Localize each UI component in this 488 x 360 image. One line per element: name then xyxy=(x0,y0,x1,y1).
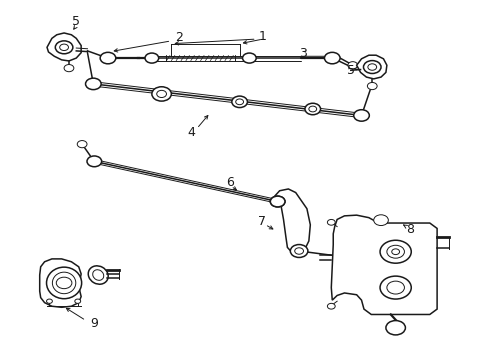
Ellipse shape xyxy=(46,267,81,299)
Circle shape xyxy=(327,220,334,225)
Circle shape xyxy=(366,82,376,90)
Circle shape xyxy=(270,196,285,207)
Circle shape xyxy=(379,240,410,263)
Circle shape xyxy=(385,320,405,335)
Polygon shape xyxy=(356,55,386,79)
Polygon shape xyxy=(47,33,81,61)
Polygon shape xyxy=(272,189,310,253)
Text: 2: 2 xyxy=(174,31,182,44)
Circle shape xyxy=(373,215,387,226)
Circle shape xyxy=(100,52,116,64)
Text: 1: 1 xyxy=(259,30,266,43)
Circle shape xyxy=(327,303,334,309)
Circle shape xyxy=(235,99,243,105)
Circle shape xyxy=(77,140,87,148)
Circle shape xyxy=(75,299,81,303)
Text: 4: 4 xyxy=(186,126,194,139)
Circle shape xyxy=(46,299,52,303)
Circle shape xyxy=(85,78,101,90)
Circle shape xyxy=(60,44,68,50)
Circle shape xyxy=(294,248,303,254)
Circle shape xyxy=(367,64,376,70)
Circle shape xyxy=(305,103,320,115)
Circle shape xyxy=(242,53,256,63)
Text: 7: 7 xyxy=(257,215,265,228)
Circle shape xyxy=(64,64,74,72)
Circle shape xyxy=(363,60,380,73)
Circle shape xyxy=(152,87,171,101)
Circle shape xyxy=(379,276,410,299)
Circle shape xyxy=(386,245,404,258)
Ellipse shape xyxy=(93,270,103,280)
Circle shape xyxy=(290,244,307,257)
Circle shape xyxy=(55,41,73,54)
Circle shape xyxy=(145,53,158,63)
Ellipse shape xyxy=(88,266,108,284)
Circle shape xyxy=(231,96,247,108)
Circle shape xyxy=(353,110,368,121)
Text: 5: 5 xyxy=(346,64,354,77)
Circle shape xyxy=(157,90,166,98)
Text: 5: 5 xyxy=(72,15,80,28)
Text: 9: 9 xyxy=(90,317,98,330)
Ellipse shape xyxy=(52,272,76,294)
Text: 6: 6 xyxy=(225,176,233,189)
Circle shape xyxy=(56,277,72,289)
Polygon shape xyxy=(330,215,436,315)
Circle shape xyxy=(347,62,357,69)
Circle shape xyxy=(270,196,285,207)
Circle shape xyxy=(324,52,339,64)
Circle shape xyxy=(87,156,102,167)
Polygon shape xyxy=(40,259,81,307)
Text: 8: 8 xyxy=(406,223,413,236)
Circle shape xyxy=(391,249,399,255)
Circle shape xyxy=(308,106,316,112)
Text: 3: 3 xyxy=(299,46,306,59)
Circle shape xyxy=(386,281,404,294)
